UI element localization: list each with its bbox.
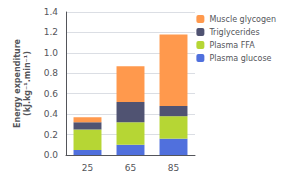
svg-text:65: 65 bbox=[125, 163, 136, 173]
svg-text:(kJ.kg⁻¹.min⁻¹): (kJ.kg⁻¹.min⁻¹) bbox=[23, 51, 32, 116]
svg-text:0.0: 0.0 bbox=[44, 150, 59, 160]
svg-text:0.4: 0.4 bbox=[44, 109, 59, 119]
svg-text:0.2: 0.2 bbox=[44, 130, 58, 140]
svg-text:Plasma FFA: Plasma FFA bbox=[209, 41, 255, 50]
svg-text:Triglycerides: Triglycerides bbox=[208, 28, 259, 37]
svg-text:1.0: 1.0 bbox=[44, 48, 59, 58]
svg-text:Muscle glycogen: Muscle glycogen bbox=[209, 15, 276, 24]
svg-text:Plasma glucose: Plasma glucose bbox=[209, 54, 271, 63]
svg-text:Energy expenditure: Energy expenditure bbox=[13, 38, 22, 128]
svg-text:1.2: 1.2 bbox=[44, 27, 58, 37]
svg-text:25: 25 bbox=[82, 163, 93, 173]
svg-text:0.6: 0.6 bbox=[44, 89, 59, 99]
svg-text:1.4: 1.4 bbox=[44, 7, 59, 17]
svg-text:0.8: 0.8 bbox=[44, 68, 59, 78]
svg-text:85: 85 bbox=[168, 163, 179, 173]
